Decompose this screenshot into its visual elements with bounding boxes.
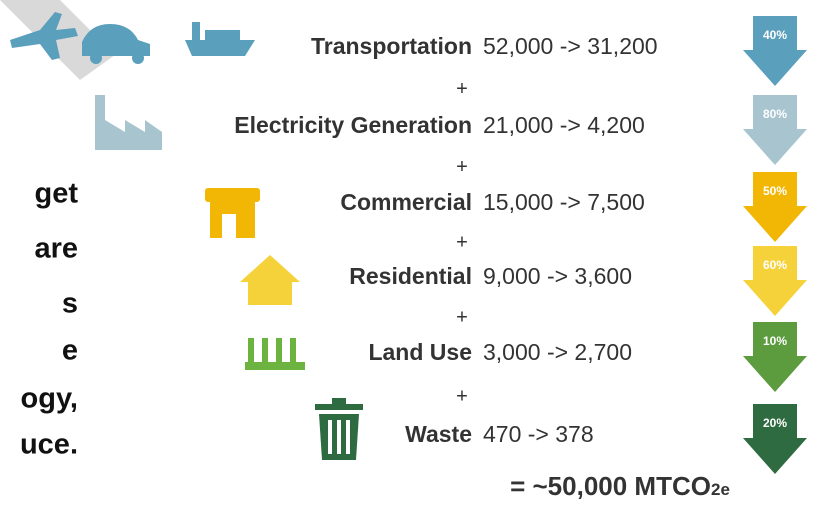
bin-icon [315,398,363,460]
factory-icon [95,95,162,150]
left-text: s [62,288,78,320]
crops-icon [245,338,305,370]
plus-sign: + [456,231,468,253]
left-text: e [62,335,78,367]
reduction-arrow [743,16,807,86]
row-label: Electricity Generation [234,112,472,138]
row-label: Transportation [311,33,472,59]
left-text: ogy, [21,383,78,415]
reduction-percent: 20% [763,416,787,430]
reduction-arrow [743,322,807,392]
row-values: 3,000 -> 2,700 [483,339,632,365]
reduction-percent: 50% [763,184,787,198]
row-label: Commercial [340,189,472,215]
total-text: = ~50,000 MTCO [510,471,711,501]
corner-band [0,0,115,80]
row-label: Residential [349,263,472,289]
row-values: 9,000 -> 3,600 [483,263,632,289]
left-text: uce. [20,429,78,461]
reduction-arrow [743,404,807,474]
reduction-percent: 40% [763,28,787,42]
row-values: 15,000 -> 7,500 [483,189,645,215]
row-values: 470 -> 378 [483,421,594,447]
row-label: Waste [405,421,472,447]
shop-icon [205,188,260,238]
row-values: 21,000 -> 4,200 [483,112,645,138]
reduction-percent: 80% [763,107,787,121]
plus-sign: + [456,306,468,328]
reduction-arrow [743,95,807,165]
total: = ~50,000 MTCO2e [510,471,730,501]
plus-sign: + [456,78,468,100]
reduction-arrow [743,172,807,242]
left-text: are [34,233,78,265]
row-label: Land Use [368,339,472,365]
plus-sign: + [456,385,468,407]
reduction-percent: 60% [763,258,787,272]
row-values: 52,000 -> 31,200 [483,33,658,59]
total-subscript: 2e [711,480,730,499]
house-icon [240,255,300,305]
plus-sign: + [456,156,468,178]
left-text: get [35,178,79,210]
reduction-percent: 10% [763,334,787,348]
transport-icons [10,12,255,64]
reduction-arrow [743,246,807,316]
